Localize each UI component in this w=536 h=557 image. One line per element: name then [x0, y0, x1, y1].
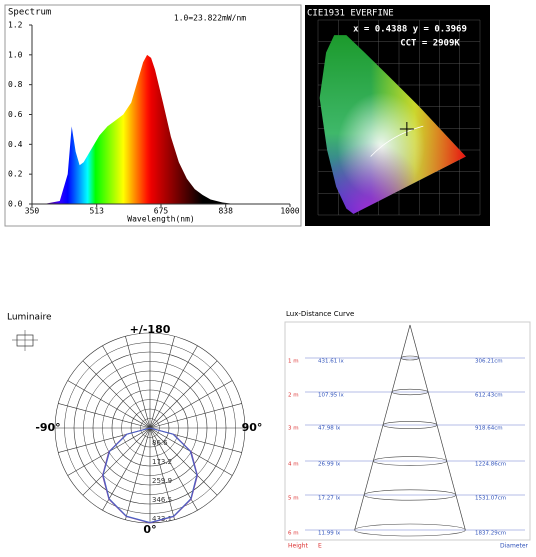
footer-text: Height [288, 543, 308, 550]
ring-minor [102, 380, 198, 476]
cie-diagram [317, 19, 481, 216]
x-tick-label: 838 [218, 207, 233, 216]
top-label: +/-180 [130, 323, 171, 336]
y-tick-label: 0.2 [8, 170, 23, 179]
r-tick-label: 173.2 [152, 458, 172, 466]
r-tick-label: 86.6 [152, 439, 168, 447]
x-tick-label: 513 [89, 207, 104, 216]
row-text: 107.95 lx [318, 393, 345, 399]
y-tick-label: 1.0 [8, 50, 23, 59]
cone-edge [354, 324, 411, 531]
row-text: 4 m [288, 462, 299, 468]
ring [73, 351, 227, 505]
row-text: 1 m [288, 359, 299, 365]
row-text: 17.27 lx [318, 496, 341, 502]
ring-minor [140, 418, 160, 438]
ring [92, 370, 208, 486]
r-tick-label: 259.9 [152, 477, 172, 485]
spectrum: 0.0 0.2 0.4 0.6 0.8 1.0 1.2 350 513 675 838 1000 [8, 21, 300, 216]
ring [111, 389, 189, 467]
ring [130, 408, 170, 448]
bottom-label: 0° [143, 523, 156, 536]
annotation: 1.0=23.822mW/nm [174, 14, 246, 23]
intensity-curve [102, 427, 198, 524]
row-text: 1224.86cm [475, 462, 506, 468]
spectrum-area [43, 54, 251, 205]
footer-text: E [318, 543, 322, 550]
row-text: 1531.07cm [475, 496, 506, 502]
cone-edge [409, 324, 466, 531]
y-tick-label: 1.2 [8, 21, 23, 30]
row-text: 431.61 lx [318, 359, 345, 365]
x-tick-label: 350 [25, 207, 40, 216]
lux-frame [284, 321, 531, 541]
x-label: Wavelength(nm) [127, 215, 194, 224]
y-tick-label: 0.6 [8, 110, 23, 119]
row-text: 306.21cm [475, 359, 503, 365]
cct: CCT = 2909K [400, 39, 460, 49]
cie-coords: x = 0.4388 y = 0.3969 [353, 25, 467, 35]
x-tick-label: 1000 [280, 207, 299, 216]
r-tick-label: 346.5 [152, 496, 172, 504]
ring-minor [83, 361, 217, 495]
ring-minor [64, 342, 236, 514]
row-text: 612.43cm [475, 393, 503, 399]
spectrum-title: Spectrum [8, 8, 51, 18]
left-label: -90° [35, 421, 60, 434]
y-tick-label: 0.0 [8, 200, 23, 209]
cie-locus [319, 35, 466, 214]
ring-minor [121, 399, 179, 457]
y-tick-label: 0.8 [8, 80, 23, 89]
row-text: 11.99 lx [318, 531, 341, 537]
polar-title: Luminaire [7, 313, 52, 323]
row-text: 6 m [288, 531, 299, 537]
row-text: 1837.29cm [475, 531, 506, 537]
lux-chart: 1 m 431.61 lx 306.21cm 2 m 107.95 lx 612.43cm… [284, 321, 531, 550]
right-label: 90° [242, 421, 263, 434]
planckian-locus [370, 125, 424, 157]
row-text: 918.64cm [475, 426, 503, 432]
row-text: 2 m [288, 393, 299, 399]
cie-title: CIE1931 EVERFINE [307, 9, 394, 19]
footer-text: Diameter [500, 543, 529, 550]
row-text: 26.99 lx [318, 462, 341, 468]
row-text: 5 m [288, 496, 299, 502]
lux-title: Lux-Distance Curve [286, 310, 354, 318]
row-text: 47.98 lx [318, 426, 341, 432]
y-tick-label: 0.4 [8, 140, 23, 149]
row-text: 3 m [288, 426, 299, 432]
x-tick-label: 675 [154, 207, 169, 216]
